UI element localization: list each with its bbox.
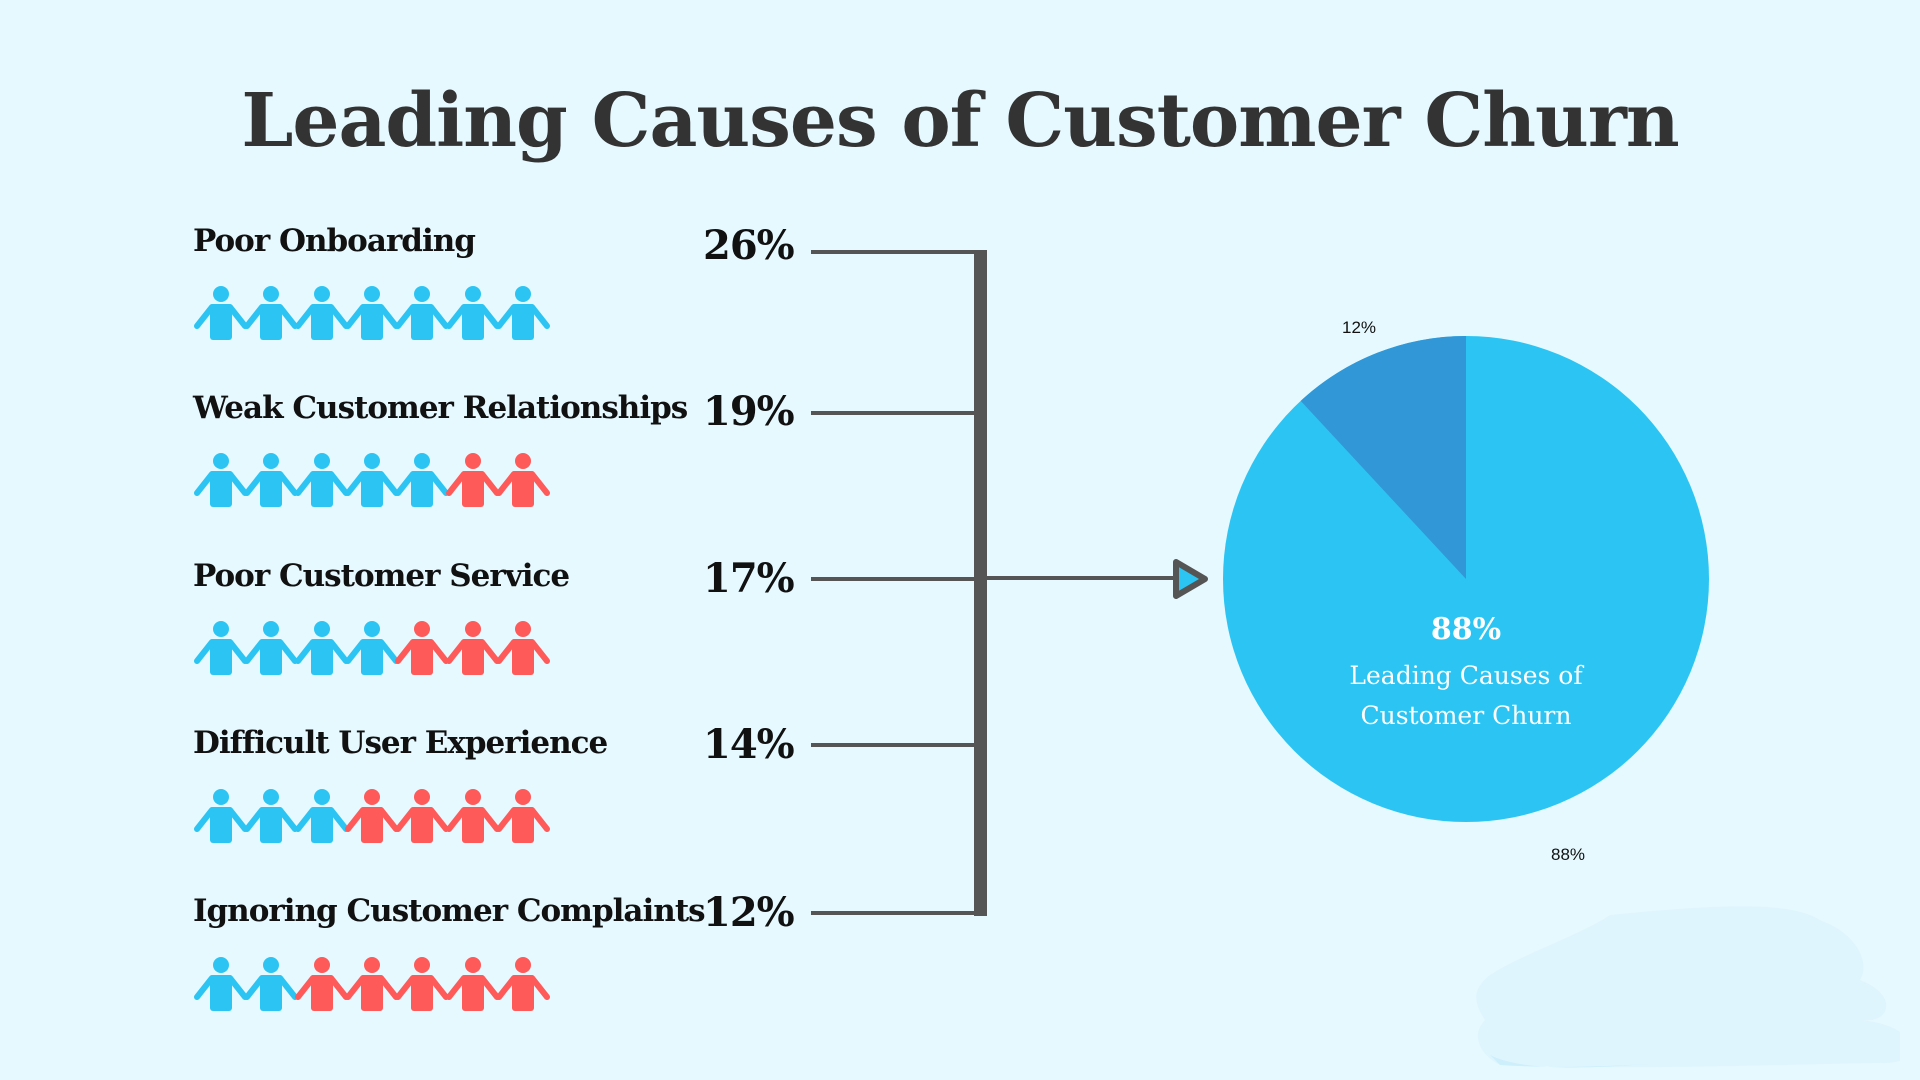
person-icon-red: [344, 789, 399, 843]
person-icon-blue: [294, 621, 349, 675]
cause-label-weak-relationships: Weak Customer Relationships: [193, 390, 688, 426]
pie-center-description: Leading Causes of Customer Churn: [1300, 656, 1632, 736]
person-icon-red: [294, 957, 349, 1011]
person-icon-red: [445, 621, 500, 675]
pie-center-line1: Leading Causes of: [1349, 661, 1583, 690]
cause-percent-poor-onboarding: 26%: [703, 222, 795, 269]
pie-center-line2: Customer Churn: [1360, 701, 1572, 730]
people-row: [193, 285, 553, 343]
cause-label-poor-service: Poor Customer Service: [193, 558, 570, 594]
person-icon-blue: [194, 286, 248, 340]
person-icon-red: [495, 621, 550, 675]
arrow-head-icon: [1173, 559, 1208, 599]
cause-percent-ignoring-complaints: 12%: [703, 889, 795, 936]
cause-percent-poor-service: 17%: [703, 555, 795, 602]
cause-label-difficult-ux: Difficult User Experience: [193, 725, 608, 761]
decorative-smudge: [1476, 906, 1900, 1068]
cause-label-ignoring-complaints: Ignoring Customer Complaints: [193, 893, 706, 929]
person-icon-red: [445, 957, 500, 1011]
person-icon-red: [495, 453, 550, 507]
person-icon-blue: [344, 286, 399, 340]
person-icon-blue: [395, 453, 450, 507]
person-icon-blue: [194, 621, 248, 675]
people-row: [193, 620, 553, 678]
people-row: [193, 788, 553, 846]
pie-label-large: 88%: [1551, 845, 1586, 864]
person-icon-blue: [445, 286, 500, 340]
pie-center-percent: 88%: [1430, 612, 1502, 647]
connector-line: [811, 577, 981, 581]
person-icon-blue: [244, 789, 299, 843]
page-title: Leading Causes of Customer Churn: [241, 78, 1679, 164]
cause-percent-weak-relationships: 19%: [703, 388, 795, 435]
person-icon-red: [445, 789, 500, 843]
person-icon-red: [395, 621, 450, 675]
person-icon-red: [445, 453, 500, 507]
person-icon-blue: [194, 789, 248, 843]
arrow-line: [986, 576, 1176, 580]
pie-chart: [1223, 336, 1709, 822]
connector-line: [811, 911, 981, 915]
person-icon-blue: [294, 453, 349, 507]
people-row: [193, 452, 553, 510]
cause-label-poor-onboarding: Poor Onboarding: [193, 223, 476, 259]
person-icon-red: [395, 789, 450, 843]
person-icon-blue: [244, 286, 299, 340]
person-icon-blue: [294, 789, 349, 843]
person-icon-red: [495, 789, 550, 843]
people-row: [193, 956, 553, 1014]
person-icon-blue: [244, 957, 299, 1011]
person-icon-blue: [395, 286, 450, 340]
person-icon-blue: [495, 286, 550, 340]
person-icon-blue: [344, 621, 399, 675]
person-icon-red: [344, 957, 399, 1011]
connector-line: [811, 743, 981, 747]
bracket-bar: [974, 250, 987, 916]
cause-percent-difficult-ux: 14%: [703, 721, 795, 768]
connector-line: [811, 411, 981, 415]
person-icon-blue: [244, 621, 299, 675]
person-icon-blue: [194, 957, 248, 1011]
person-icon-blue: [344, 453, 399, 507]
pie-slice-small: [1300, 336, 1466, 579]
pie-label-small: 12%: [1342, 318, 1377, 337]
person-icon-blue: [194, 453, 248, 507]
person-icon-blue: [244, 453, 299, 507]
person-icon-red: [495, 957, 550, 1011]
connector-line: [811, 250, 981, 254]
person-icon-red: [395, 957, 450, 1011]
person-icon-blue: [294, 286, 349, 340]
